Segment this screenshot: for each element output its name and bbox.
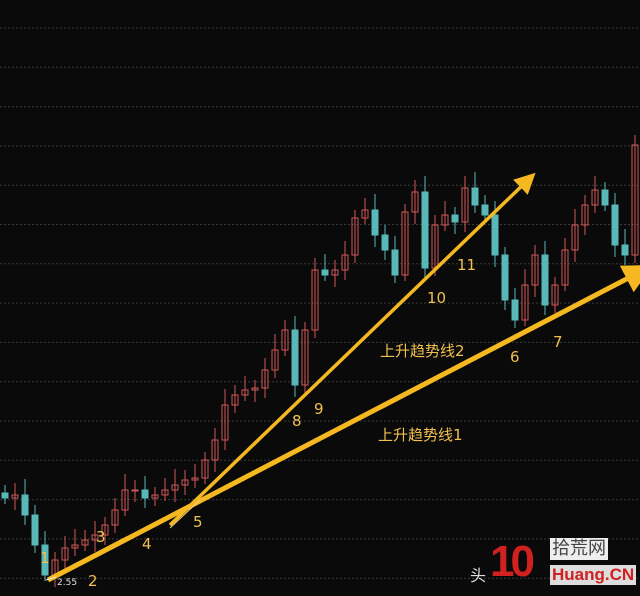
candle-body — [571, 224, 579, 251]
candle-body — [291, 329, 299, 386]
candle-body — [341, 254, 349, 271]
trendline-label-1: 上升趋势线1 — [378, 426, 463, 444]
point-label-6: 6 — [510, 348, 520, 366]
watermark-number: 10 — [490, 537, 535, 586]
candle-body — [411, 191, 419, 213]
candle-body — [21, 494, 29, 516]
candle-body — [181, 479, 189, 486]
candle-body — [131, 489, 139, 492]
candle-body — [231, 394, 239, 406]
trendline-1 — [46, 265, 640, 583]
candle-body — [141, 489, 149, 499]
candle-body — [611, 204, 619, 246]
candle-body — [211, 439, 219, 461]
candle-body — [471, 187, 479, 206]
candle-body — [491, 214, 499, 256]
candle-body — [531, 254, 539, 286]
candle-body — [191, 477, 199, 481]
watermark-domain: Huang.CN — [550, 565, 637, 585]
point-label-5: 5 — [193, 513, 203, 531]
candle-body — [111, 509, 119, 526]
point-label-9: 9 — [314, 400, 324, 418]
point-label-2: 2 — [88, 572, 98, 590]
candle-body — [481, 204, 489, 216]
candle-body — [201, 459, 209, 479]
candle-body — [261, 369, 269, 389]
candle-body — [631, 144, 639, 256]
candle-body — [301, 329, 309, 386]
candle-body — [251, 387, 259, 391]
candle-body — [271, 349, 279, 371]
candle-body — [601, 189, 609, 206]
low-price-label: 2.55 — [57, 578, 77, 588]
candle-body — [561, 249, 569, 286]
candle-body — [521, 284, 529, 321]
point-label-10: 10 — [427, 289, 446, 307]
candle-body — [171, 484, 179, 491]
candle-body — [361, 209, 369, 219]
candle-body — [441, 214, 449, 226]
candle-body — [461, 187, 469, 223]
trendline-2 — [168, 172, 536, 527]
candle-body — [421, 191, 429, 269]
candle-body — [501, 254, 509, 301]
candle-body — [91, 534, 99, 541]
candle-body — [151, 494, 159, 499]
point-label-3: 3 — [96, 528, 106, 546]
point-label-11: 11 — [457, 256, 476, 274]
candle-body — [551, 284, 559, 306]
point-label-8: 8 — [292, 412, 302, 430]
candle-body — [621, 244, 629, 256]
candle-body — [161, 489, 169, 496]
point-label-7: 7 — [553, 333, 563, 351]
candle-body — [581, 204, 589, 226]
candle-body — [101, 524, 109, 536]
point-label-1: 1 — [40, 549, 50, 567]
watermark-prefix: 头 — [470, 566, 487, 585]
candle-body — [121, 489, 129, 511]
watermark-logo: 头 10 拾荒网 Huang.CN — [470, 538, 638, 590]
candle-body — [541, 254, 549, 306]
candle-body — [331, 269, 339, 276]
trendline-extension — [169, 499, 201, 529]
candle-body — [311, 269, 319, 331]
low-pointer — [45, 576, 57, 581]
candle-body — [31, 514, 39, 546]
candle-body — [281, 329, 289, 351]
candle-body — [61, 547, 69, 561]
candle-body — [451, 214, 459, 223]
candle-body — [1, 492, 9, 499]
candle-body — [221, 404, 229, 441]
candle-body — [401, 211, 409, 276]
trendline-label-2: 上升趋势线2 — [380, 342, 465, 360]
candle-body — [11, 494, 19, 499]
candle-body — [351, 217, 359, 256]
candle-body — [391, 249, 399, 276]
candle-body — [71, 544, 79, 549]
candle-body — [371, 209, 379, 236]
point-label-4: 4 — [142, 535, 152, 553]
candle-body — [81, 539, 89, 546]
candle-body — [381, 234, 389, 251]
candle-body — [41, 544, 49, 576]
candle-body — [241, 389, 249, 396]
watermark-name: 拾荒网 — [550, 538, 608, 560]
candle-body — [321, 269, 329, 276]
candle-body — [511, 299, 519, 321]
candle-body — [591, 189, 599, 206]
